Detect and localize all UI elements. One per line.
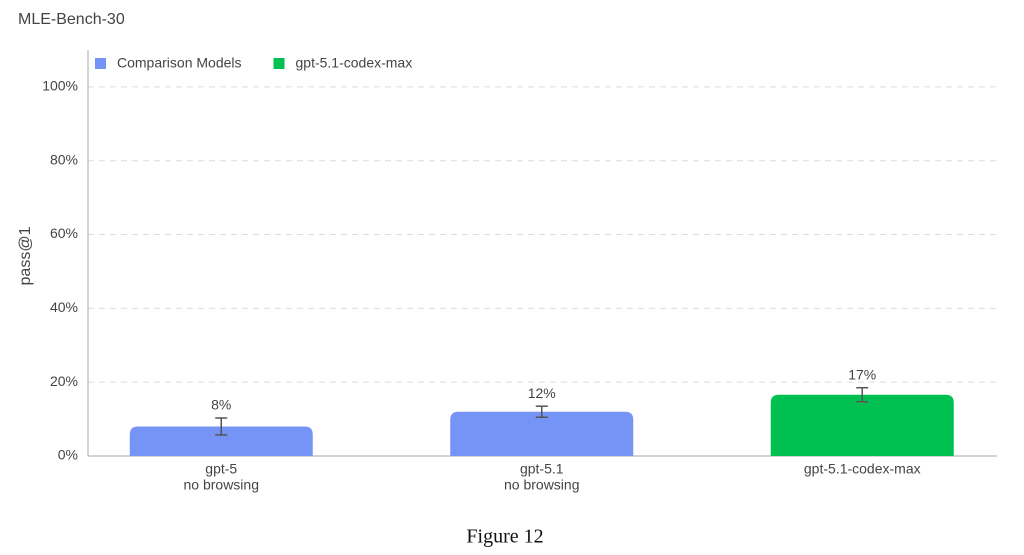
value-label: 12% bbox=[528, 385, 556, 401]
caption: Figure 12 bbox=[466, 526, 543, 548]
bar bbox=[450, 411, 634, 456]
legend-label: Comparison Models bbox=[117, 55, 242, 71]
y-tick-label: 20% bbox=[50, 373, 78, 389]
x-tick-label: gpt-5.1 bbox=[520, 461, 564, 477]
y-tick-label: 60% bbox=[50, 225, 78, 241]
x-tick-label: gpt-5.1-codex-max bbox=[804, 461, 921, 477]
bar bbox=[770, 394, 954, 456]
value-label: 17% bbox=[848, 366, 876, 382]
legend-swatch bbox=[95, 58, 106, 69]
y-axis-label: pass@1 bbox=[17, 226, 34, 285]
y-tick-label: 80% bbox=[50, 151, 78, 167]
y-tick-label: 40% bbox=[50, 299, 78, 315]
y-tick-label: 100% bbox=[42, 78, 78, 94]
legend-label: gpt-5.1-codex-max bbox=[296, 55, 413, 71]
legend-swatch bbox=[273, 58, 285, 69]
x-tick-label: no browsing bbox=[184, 477, 260, 493]
x-tick-label: gpt-5 bbox=[205, 461, 237, 477]
x-tick-label: no browsing bbox=[504, 477, 580, 493]
chart-title: MLE-Bench-30 bbox=[18, 11, 125, 28]
bar bbox=[129, 426, 313, 456]
value-label: 8% bbox=[211, 397, 231, 413]
y-tick-label: 0% bbox=[58, 447, 78, 463]
